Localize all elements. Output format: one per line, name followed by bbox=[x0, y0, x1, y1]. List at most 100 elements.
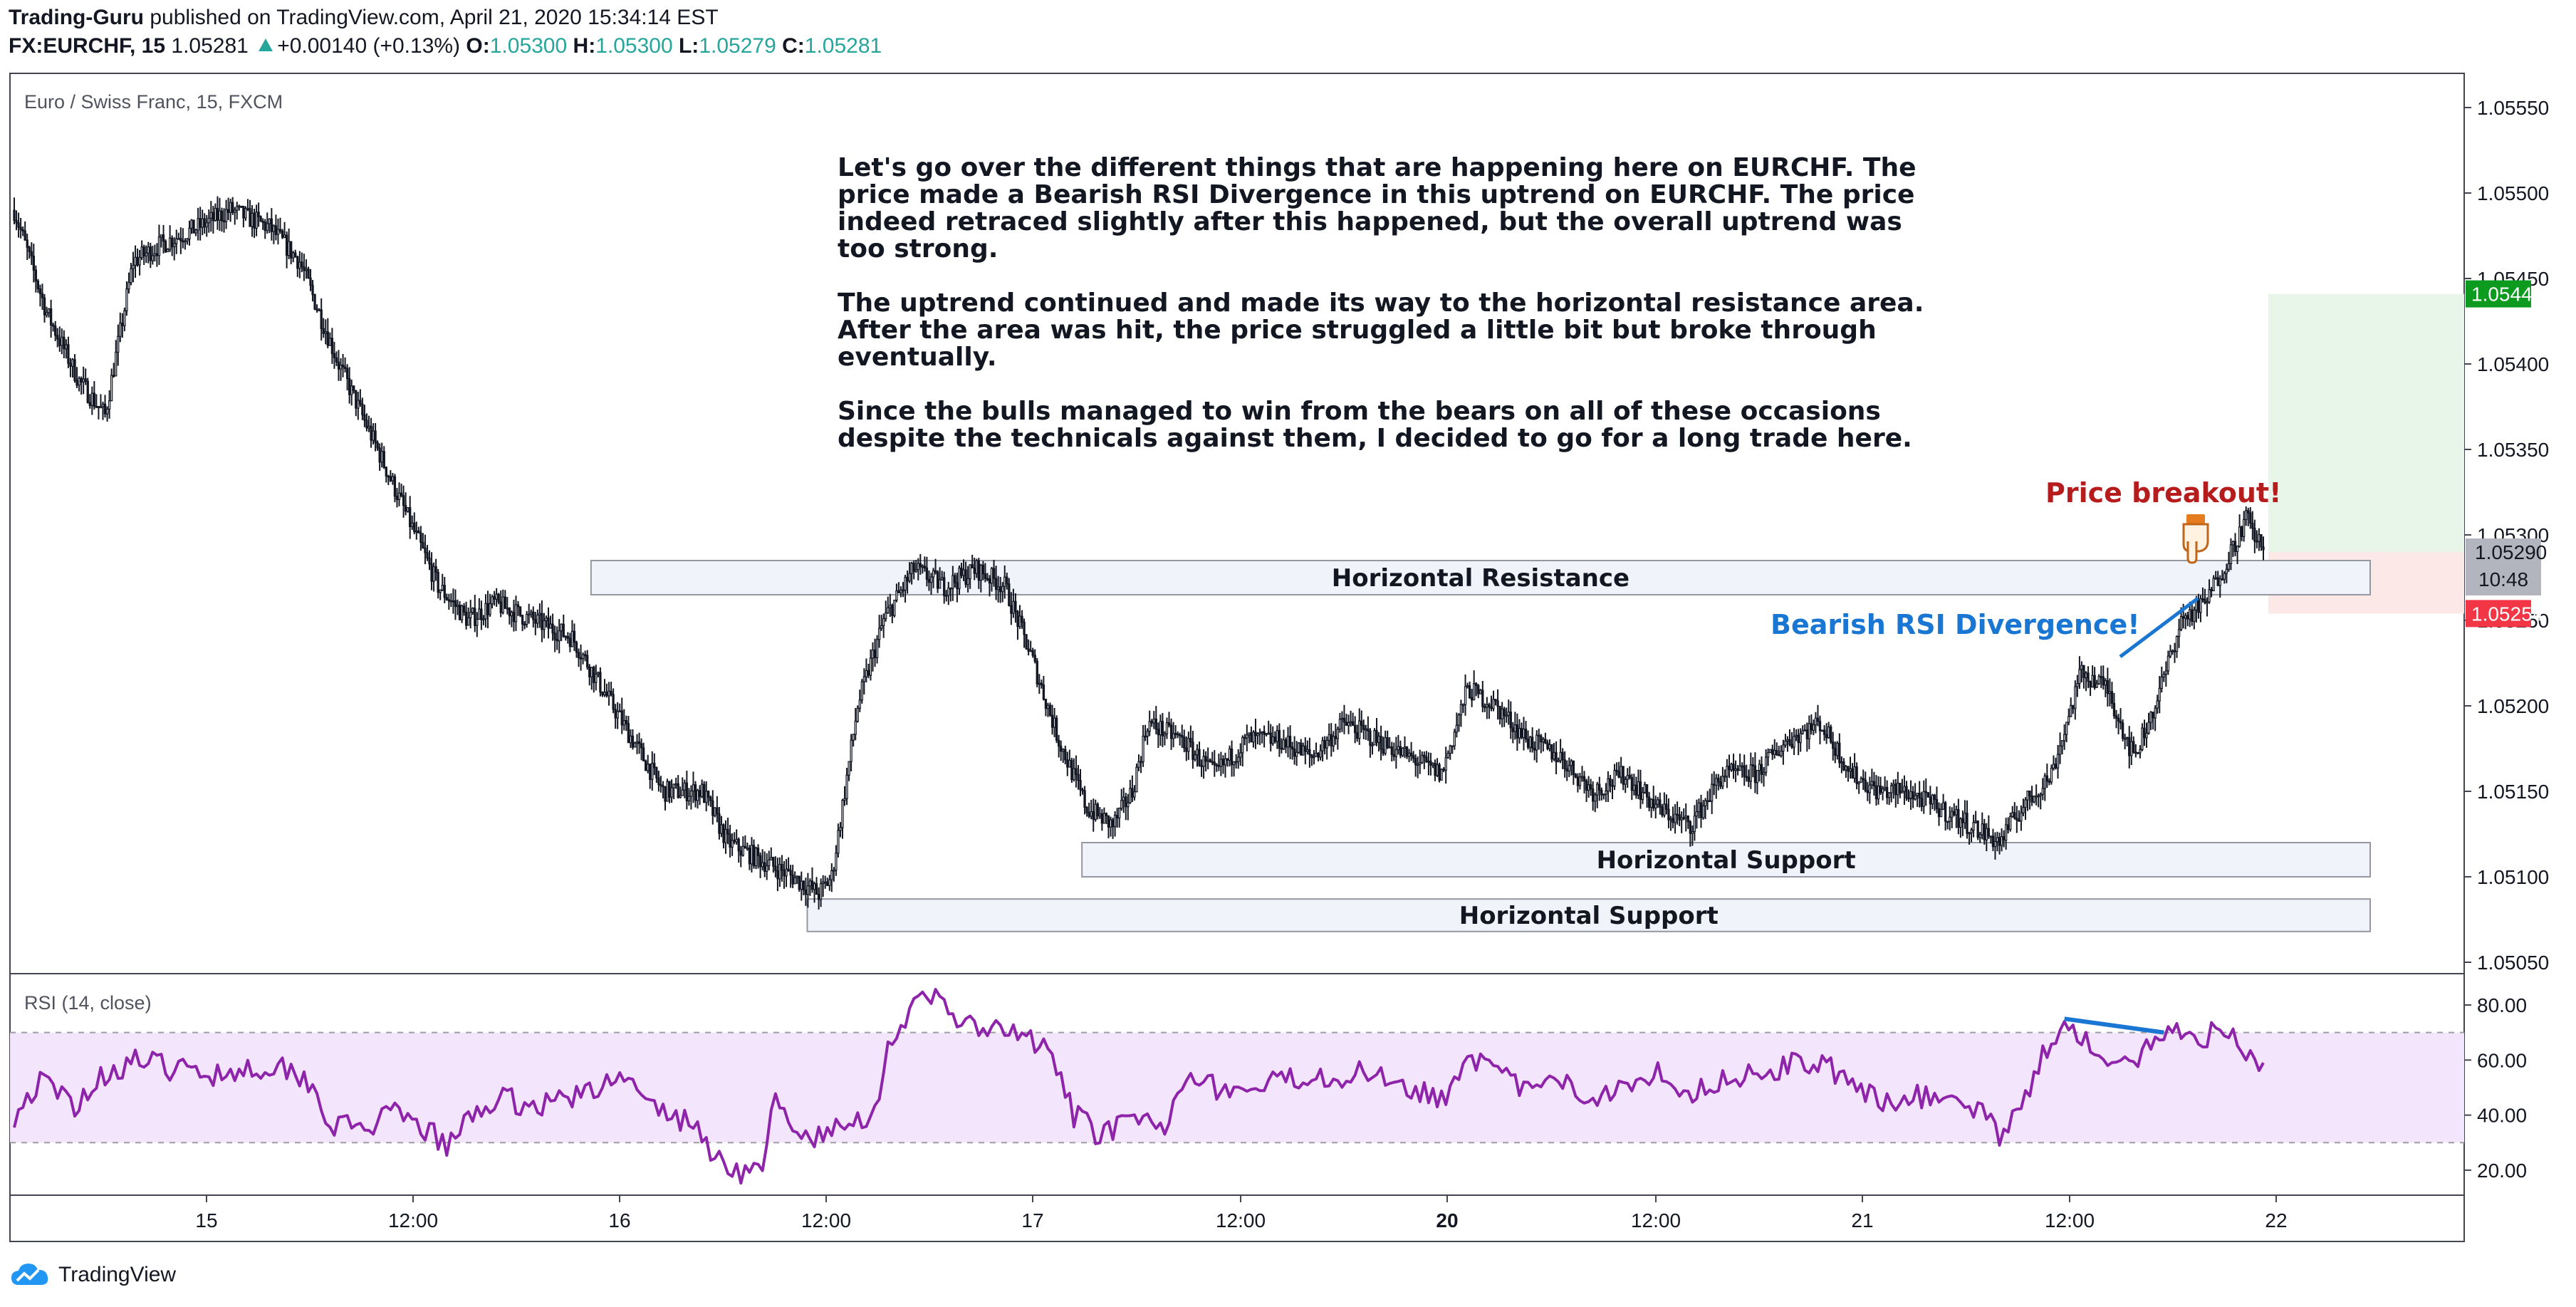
candle bbox=[1888, 792, 1891, 806]
candle bbox=[1870, 769, 1874, 790]
time-tick-label: 21 bbox=[1851, 1209, 1873, 1232]
candle bbox=[709, 795, 712, 807]
candle bbox=[2013, 802, 2016, 820]
candle bbox=[307, 266, 310, 279]
candle bbox=[1263, 725, 1266, 748]
breakout-callout: Price breakout! bbox=[2045, 477, 2281, 509]
candle bbox=[891, 603, 894, 624]
candle bbox=[754, 846, 758, 870]
candle bbox=[1680, 811, 1683, 833]
candle bbox=[1196, 744, 1199, 767]
candle bbox=[168, 225, 172, 252]
candle bbox=[1075, 755, 1078, 788]
candle bbox=[1048, 702, 1052, 717]
candle bbox=[142, 244, 145, 266]
candle bbox=[781, 855, 783, 882]
candle bbox=[830, 863, 833, 892]
candle bbox=[1419, 749, 1422, 774]
candle bbox=[1818, 715, 1822, 745]
candle bbox=[155, 243, 159, 267]
candle bbox=[1371, 741, 1374, 755]
candle bbox=[197, 207, 199, 241]
candle bbox=[685, 771, 689, 810]
candle bbox=[339, 358, 343, 381]
candle bbox=[1040, 679, 1043, 689]
candle bbox=[692, 771, 695, 803]
candle bbox=[860, 679, 863, 704]
candle bbox=[1899, 782, 1902, 798]
candle bbox=[1968, 831, 1971, 845]
candle bbox=[882, 613, 885, 638]
candle bbox=[543, 613, 546, 639]
candle bbox=[127, 272, 130, 294]
candle bbox=[1120, 788, 1123, 811]
candle bbox=[1436, 758, 1439, 777]
candle bbox=[491, 594, 494, 609]
candle bbox=[551, 613, 554, 641]
candle bbox=[117, 324, 120, 366]
candle bbox=[82, 366, 85, 395]
author-name[interactable]: Trading-Guru bbox=[9, 6, 144, 29]
candle bbox=[835, 845, 838, 876]
annotation-line: After the area was hit, the price strugg… bbox=[838, 316, 1877, 345]
candle bbox=[1609, 774, 1612, 793]
candle bbox=[785, 859, 788, 887]
candle bbox=[242, 205, 245, 228]
candle bbox=[1027, 639, 1030, 656]
candle bbox=[2256, 530, 2258, 548]
symbol-label[interactable]: FX:EURCHF, 15 bbox=[9, 34, 166, 58]
candle bbox=[1820, 729, 1824, 732]
candle bbox=[1879, 776, 1882, 796]
candle bbox=[355, 390, 358, 417]
candle bbox=[668, 781, 671, 803]
candle bbox=[1518, 719, 1521, 744]
candle bbox=[1983, 818, 1986, 845]
annotation-text: Let's go over the different things that … bbox=[838, 153, 1924, 453]
candle bbox=[2191, 604, 2194, 626]
candle bbox=[2007, 817, 2010, 834]
candle bbox=[1498, 706, 1501, 725]
candle bbox=[977, 558, 980, 589]
candle bbox=[1302, 742, 1305, 756]
candle bbox=[1509, 701, 1512, 739]
candle bbox=[1842, 758, 1845, 771]
candle bbox=[1490, 695, 1493, 712]
annotation-line: The uptrend continued and made its way t… bbox=[838, 288, 1924, 318]
candle bbox=[614, 704, 617, 729]
candle bbox=[2171, 649, 2174, 655]
candle bbox=[618, 703, 621, 713]
candle bbox=[1161, 713, 1164, 747]
candle bbox=[1131, 775, 1134, 803]
candle bbox=[810, 867, 814, 893]
candle bbox=[525, 610, 528, 628]
candle bbox=[1029, 640, 1032, 652]
candle bbox=[1732, 754, 1735, 779]
candle bbox=[681, 777, 684, 796]
candle bbox=[1425, 751, 1428, 764]
candle bbox=[1010, 592, 1013, 625]
candle bbox=[839, 822, 842, 838]
candle bbox=[791, 865, 794, 888]
candle bbox=[1459, 699, 1463, 727]
candle bbox=[478, 598, 481, 620]
candle bbox=[741, 836, 744, 857]
candle bbox=[645, 759, 647, 771]
candle bbox=[409, 496, 412, 539]
candle bbox=[1174, 725, 1177, 739]
candle bbox=[2139, 745, 2142, 759]
candle bbox=[1565, 760, 1568, 781]
candle bbox=[1018, 605, 1021, 630]
candle bbox=[917, 558, 919, 580]
candle bbox=[1628, 766, 1631, 780]
candle bbox=[674, 777, 677, 789]
candle bbox=[1550, 744, 1553, 763]
candle bbox=[689, 785, 693, 810]
candle bbox=[657, 771, 660, 792]
candle bbox=[986, 573, 989, 581]
candle bbox=[889, 593, 892, 618]
candle bbox=[1580, 766, 1584, 782]
support-zone-upper: Horizontal Support bbox=[1081, 842, 2371, 878]
tradingview-logo[interactable]: TradingView bbox=[10, 1261, 176, 1289]
candle bbox=[464, 601, 468, 630]
